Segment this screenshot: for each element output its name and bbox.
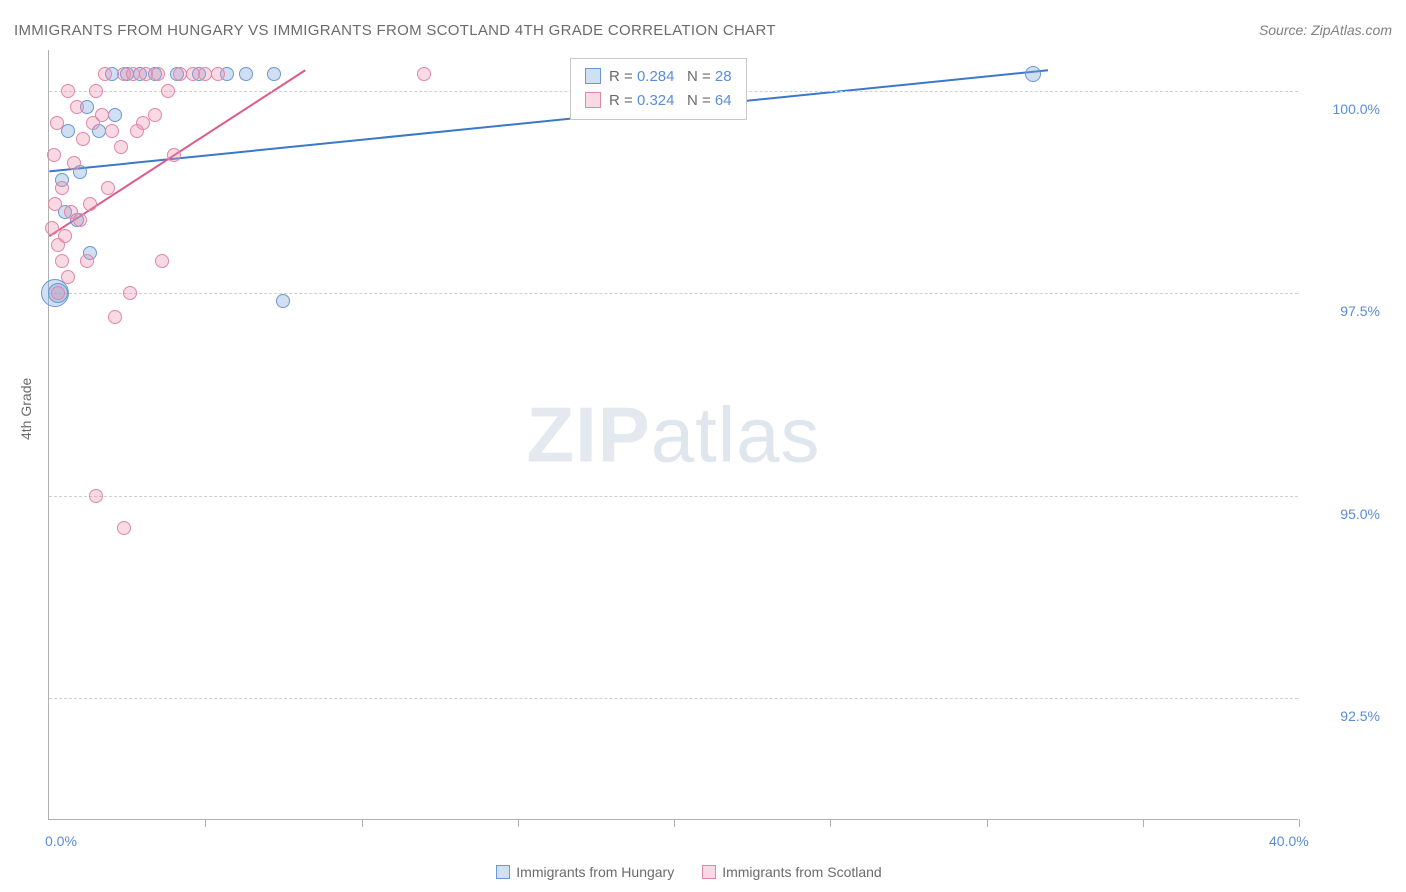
correlation-stats-box: R = 0.284 N = 28R = 0.324 N = 64 xyxy=(570,58,747,120)
stat-row: R = 0.324 N = 64 xyxy=(585,89,732,113)
scatter-point xyxy=(95,108,109,122)
scatter-point xyxy=(50,116,64,130)
regression-lines-layer xyxy=(49,50,1298,819)
legend-swatch-icon xyxy=(585,92,601,108)
legend-item: Immigrants from Hungary xyxy=(496,864,674,880)
legend-item: Immigrants from Scotland xyxy=(702,864,882,880)
x-tick xyxy=(830,819,831,827)
legend-swatch-icon xyxy=(496,865,510,879)
scatter-point xyxy=(211,67,225,81)
scatter-point xyxy=(76,132,90,146)
n-value: 28 xyxy=(715,68,732,85)
scatter-point xyxy=(114,140,128,154)
scatter-point xyxy=(48,197,62,211)
watermark-bold: ZIP xyxy=(526,390,650,478)
source-attribution: Source: ZipAtlas.com xyxy=(1259,22,1392,38)
scatter-point xyxy=(98,67,112,81)
scatter-point xyxy=(167,148,181,162)
gridline-h xyxy=(49,496,1298,497)
gridline-h xyxy=(49,698,1298,699)
watermark: ZIPatlas xyxy=(526,389,820,480)
legend-label: Immigrants from Scotland xyxy=(722,864,882,880)
scatter-point xyxy=(101,181,115,195)
scatter-point xyxy=(61,84,75,98)
scatter-point xyxy=(239,67,253,81)
scatter-point xyxy=(80,254,94,268)
x-tick xyxy=(362,819,363,827)
r-value: 0.324 xyxy=(637,92,675,109)
chart-title: IMMIGRANTS FROM HUNGARY VS IMMIGRANTS FR… xyxy=(14,22,776,39)
x-tick xyxy=(205,819,206,827)
scatter-point xyxy=(47,148,61,162)
gridline-h xyxy=(49,293,1298,294)
scatter-point xyxy=(105,124,119,138)
scatter-point xyxy=(89,489,103,503)
bottom-legend: Immigrants from Hungary Immigrants from S… xyxy=(0,864,1406,880)
scatter-point xyxy=(276,294,290,308)
scatter-point xyxy=(51,286,65,300)
x-tick-label: 0.0% xyxy=(45,833,77,849)
x-tick xyxy=(1143,819,1144,827)
x-tick-label: 40.0% xyxy=(1269,833,1309,849)
scatter-point xyxy=(70,100,84,114)
regression-line xyxy=(49,70,1048,171)
scatter-point xyxy=(151,67,165,81)
scatter-point xyxy=(148,108,162,122)
scatter-point xyxy=(89,84,103,98)
scatter-point xyxy=(55,181,69,195)
scatter-point xyxy=(73,213,87,227)
scatter-point xyxy=(61,270,75,284)
scatter-point xyxy=(417,67,431,81)
scatter-point xyxy=(108,310,122,324)
legend-label: Immigrants from Hungary xyxy=(516,864,674,880)
y-tick-label: 92.5% xyxy=(1310,708,1380,724)
scatter-point xyxy=(108,108,122,122)
x-tick xyxy=(674,819,675,827)
scatter-point xyxy=(267,67,281,81)
y-tick-label: 95.0% xyxy=(1310,506,1380,522)
x-tick xyxy=(1299,819,1300,827)
scatter-point xyxy=(55,254,69,268)
scatter-point xyxy=(155,254,169,268)
scatter-point xyxy=(117,521,131,535)
n-value: 64 xyxy=(715,92,732,109)
chart-plot-area: ZIPatlas 92.5%95.0%97.5%100.0%0.0%40.0% xyxy=(48,50,1298,820)
watermark-light: atlas xyxy=(651,390,821,478)
legend-swatch-icon xyxy=(585,68,601,84)
stat-row: R = 0.284 N = 28 xyxy=(585,65,732,89)
y-axis-label: 4th Grade xyxy=(18,378,34,440)
y-tick-label: 100.0% xyxy=(1310,101,1380,117)
x-tick xyxy=(518,819,519,827)
scatter-point xyxy=(67,156,81,170)
legend-swatch-icon xyxy=(702,865,716,879)
scatter-point xyxy=(123,286,137,300)
r-value: 0.284 xyxy=(637,68,675,85)
scatter-point xyxy=(1025,66,1041,82)
y-tick-label: 97.5% xyxy=(1310,303,1380,319)
scatter-point xyxy=(58,229,72,243)
scatter-point xyxy=(136,116,150,130)
x-tick xyxy=(987,819,988,827)
scatter-point xyxy=(83,197,97,211)
scatter-point xyxy=(161,84,175,98)
